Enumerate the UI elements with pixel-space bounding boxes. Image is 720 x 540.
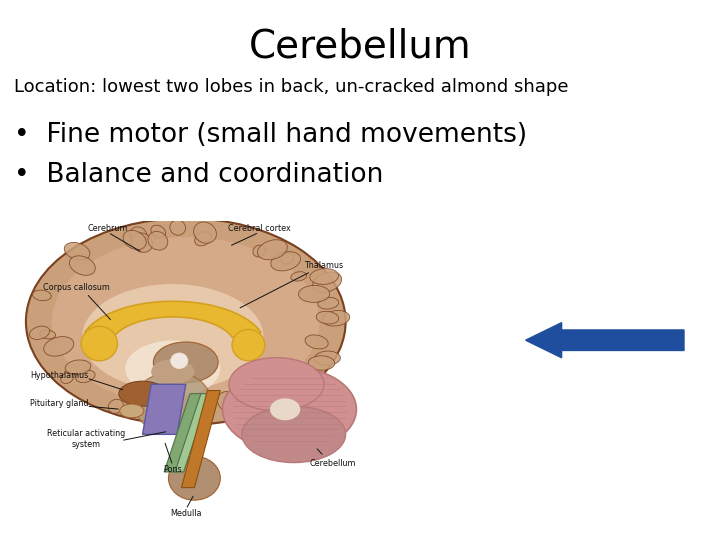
- Ellipse shape: [151, 225, 166, 238]
- Ellipse shape: [184, 403, 207, 424]
- Ellipse shape: [30, 326, 50, 340]
- Text: Thalamus: Thalamus: [305, 261, 343, 271]
- Ellipse shape: [171, 353, 188, 369]
- Ellipse shape: [130, 227, 147, 244]
- Ellipse shape: [282, 253, 294, 264]
- Ellipse shape: [134, 372, 212, 434]
- Ellipse shape: [318, 298, 338, 309]
- Text: Hypothalamus: Hypothalamus: [30, 371, 89, 380]
- Text: Reticular activating
system: Reticular activating system: [48, 429, 125, 449]
- Ellipse shape: [305, 335, 328, 349]
- Ellipse shape: [270, 399, 300, 420]
- Ellipse shape: [229, 357, 324, 411]
- Ellipse shape: [245, 390, 259, 403]
- Ellipse shape: [258, 240, 287, 260]
- Ellipse shape: [60, 373, 73, 383]
- Ellipse shape: [76, 370, 95, 382]
- Ellipse shape: [253, 245, 266, 257]
- Ellipse shape: [120, 404, 144, 418]
- Ellipse shape: [291, 272, 307, 281]
- Ellipse shape: [315, 351, 341, 365]
- Polygon shape: [175, 394, 210, 472]
- Ellipse shape: [151, 359, 194, 384]
- Ellipse shape: [64, 242, 90, 260]
- Ellipse shape: [232, 406, 248, 421]
- Text: Cerebrum: Cerebrum: [88, 224, 128, 233]
- Ellipse shape: [44, 336, 73, 356]
- Ellipse shape: [217, 392, 242, 413]
- Ellipse shape: [271, 252, 300, 271]
- FancyArrow shape: [526, 322, 684, 357]
- Ellipse shape: [119, 381, 166, 406]
- Ellipse shape: [131, 233, 153, 252]
- Ellipse shape: [272, 385, 289, 400]
- Ellipse shape: [284, 375, 301, 386]
- Ellipse shape: [194, 232, 212, 246]
- Text: Cerebellum: Cerebellum: [310, 458, 356, 468]
- Text: Cerebellum: Cerebellum: [248, 27, 472, 65]
- Text: Pons: Pons: [163, 465, 182, 474]
- Ellipse shape: [299, 286, 330, 302]
- Ellipse shape: [153, 342, 218, 383]
- Ellipse shape: [312, 272, 341, 292]
- Ellipse shape: [52, 237, 320, 406]
- Ellipse shape: [222, 367, 356, 451]
- Ellipse shape: [69, 256, 95, 275]
- Ellipse shape: [323, 310, 350, 326]
- Ellipse shape: [287, 363, 310, 375]
- Ellipse shape: [148, 232, 168, 250]
- Text: Location: lowest two lobes in back, un-cracked almond shape: Location: lowest two lobes in back, un-c…: [14, 78, 569, 96]
- Polygon shape: [181, 390, 220, 488]
- Ellipse shape: [26, 218, 346, 425]
- Ellipse shape: [81, 326, 117, 361]
- Ellipse shape: [194, 397, 212, 412]
- Text: •  Balance and coordination: • Balance and coordination: [14, 162, 384, 188]
- Ellipse shape: [170, 220, 186, 235]
- PathPatch shape: [84, 301, 261, 338]
- Ellipse shape: [123, 231, 146, 249]
- Ellipse shape: [194, 222, 217, 243]
- Ellipse shape: [125, 340, 220, 397]
- Text: •  Fine motor (small hand movements): • Fine motor (small hand movements): [14, 122, 528, 147]
- Text: Corpus callosum: Corpus callosum: [43, 284, 110, 292]
- Ellipse shape: [32, 290, 51, 301]
- Ellipse shape: [242, 406, 346, 463]
- Text: Pituitary gland: Pituitary gland: [30, 399, 89, 408]
- Ellipse shape: [232, 329, 265, 361]
- Ellipse shape: [168, 456, 220, 500]
- Ellipse shape: [308, 356, 335, 370]
- Polygon shape: [143, 384, 186, 434]
- Ellipse shape: [66, 360, 91, 374]
- Ellipse shape: [82, 284, 264, 390]
- Text: Cerebral cortex: Cerebral cortex: [228, 224, 291, 233]
- Ellipse shape: [316, 311, 338, 324]
- Ellipse shape: [108, 399, 123, 413]
- Text: Medulla: Medulla: [170, 509, 202, 518]
- Ellipse shape: [40, 330, 55, 339]
- Polygon shape: [164, 394, 203, 472]
- Ellipse shape: [310, 268, 338, 285]
